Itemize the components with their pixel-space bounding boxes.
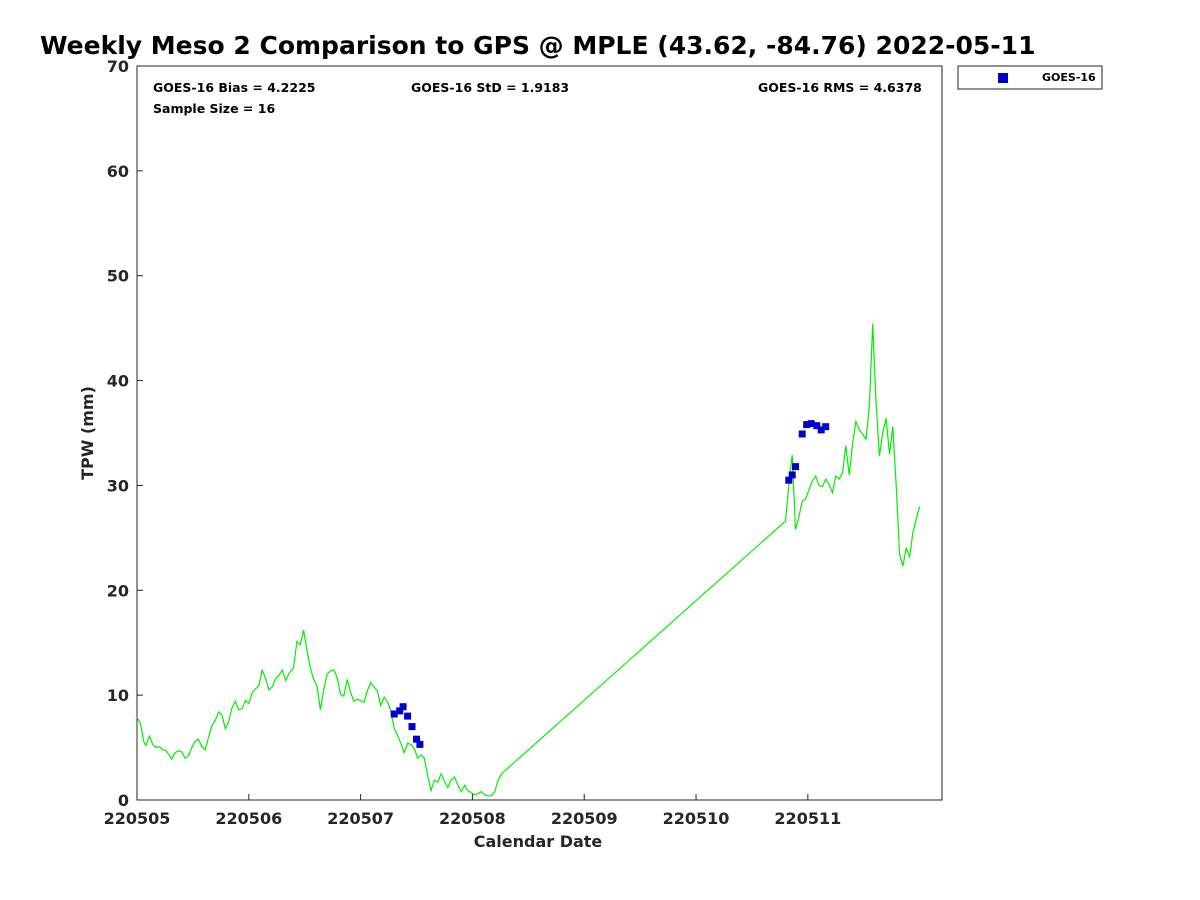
legend-label-goes16: GOES-16 [1042, 71, 1096, 84]
y-tick-label: 0 [118, 791, 129, 810]
stat-sample-size: Sample Size = 16 [153, 101, 275, 116]
x-axis-label: Calendar Date [474, 832, 603, 851]
goes16-points-layer [390, 420, 830, 748]
y-tick-label: 70 [107, 57, 129, 76]
goes16-point [390, 710, 398, 718]
legend-marker-goes16 [998, 73, 1008, 83]
goes16-point [785, 476, 793, 484]
x-tick-label: 220509 [551, 809, 618, 828]
goes16-point [803, 421, 811, 429]
goes16-point [807, 420, 815, 428]
goes16-point [792, 463, 799, 471]
goes16-point [813, 422, 821, 430]
y-tick-label: 40 [107, 372, 129, 391]
goes16-point [408, 723, 416, 731]
goes16-point [788, 471, 796, 479]
x-tick-label: 220507 [327, 809, 394, 828]
x-tick-label: 220511 [774, 809, 841, 828]
goes16-point [416, 740, 424, 748]
goes16-point [817, 426, 825, 434]
stat-std: GOES-16 StD = 1.9183 [411, 80, 569, 95]
chart-title: Weekly Meso 2 Comparison to GPS @ MPLE (… [40, 31, 1035, 60]
y-tick-label: 50 [107, 267, 129, 286]
plot-area: 0 10 20 30 40 50 60 70 220505 220506 220507 220508… [104, 57, 943, 828]
plot-frame [136, 65, 943, 801]
x-tick-label: 220508 [439, 809, 506, 828]
y-axis-label: TPW (mm) [78, 386, 97, 480]
y-axis-ticks: 0 10 20 30 40 50 60 70 [107, 57, 143, 810]
x-tick-label: 220510 [663, 809, 730, 828]
legend-box [957, 65, 1103, 90]
goes16-point [413, 735, 420, 743]
gps-tpw-line [136, 323, 921, 797]
x-tick-label: 220506 [215, 809, 282, 828]
goes16-point [396, 707, 404, 715]
stat-rms: GOES-16 RMS = 4.6378 [758, 80, 922, 95]
y-tick-label: 10 [107, 686, 129, 705]
goes16-point [822, 423, 830, 431]
goes16-point [798, 430, 806, 438]
goes16-point [404, 712, 412, 720]
y-tick-label: 60 [107, 162, 129, 181]
goes16-point [399, 703, 407, 711]
x-axis-ticks: 220505 220506 220507 220508 220509 220510 2205… [104, 794, 841, 828]
gps-line-layer [136, 323, 921, 797]
y-tick-label: 30 [107, 476, 129, 495]
legend: GOES-16 [957, 65, 1103, 90]
y-tick-label: 20 [107, 581, 129, 600]
x-tick-label: 220505 [104, 809, 171, 828]
stat-bias: GOES-16 Bias = 4.2225 [153, 80, 315, 95]
